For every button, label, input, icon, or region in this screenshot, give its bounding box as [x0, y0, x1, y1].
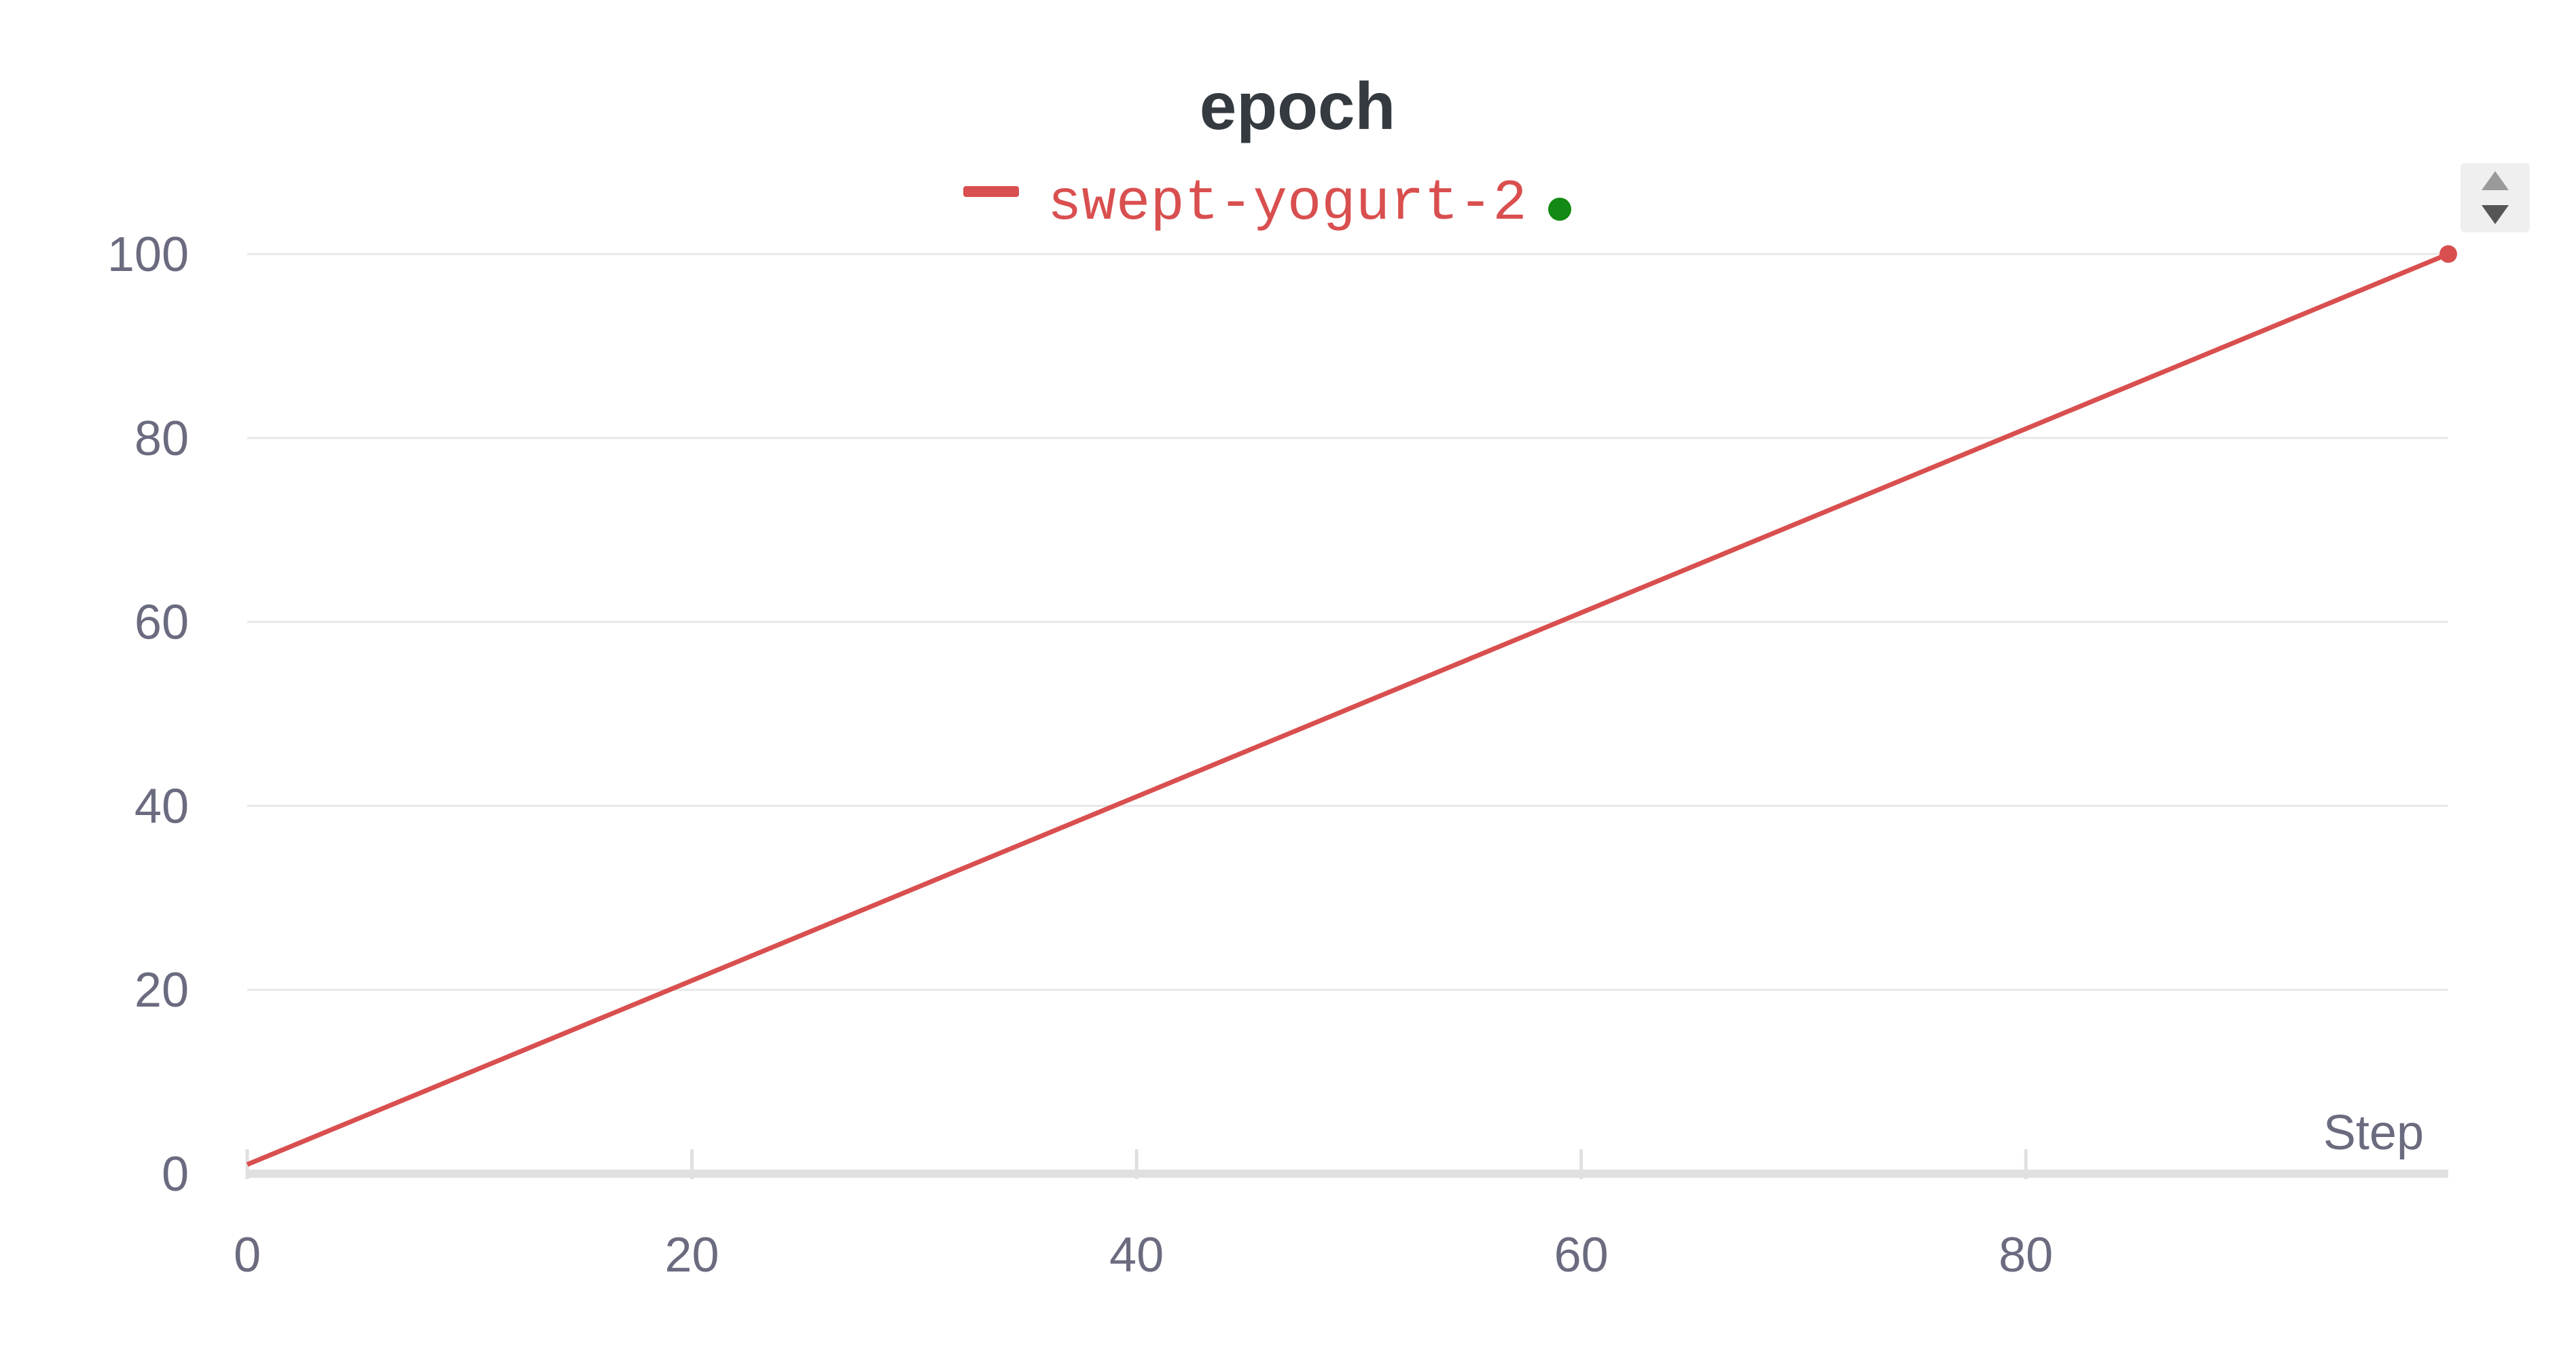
scroll-down-icon[interactable] [2482, 205, 2509, 224]
x-tick-label-20: 20 [664, 1228, 719, 1282]
y-axis: 0 20 40 60 80 100 [107, 228, 189, 1202]
chart-title: epoch [1200, 69, 1396, 143]
y-tick-label-40: 40 [135, 779, 189, 833]
legend-swatch [963, 186, 1019, 197]
x-tick-label-60: 60 [1554, 1228, 1609, 1282]
y-tick-label-20: 20 [135, 963, 189, 1017]
y-tick-label-100: 100 [107, 228, 189, 282]
x-axis-ticks: 0 20 40 60 80 [234, 1149, 2053, 1282]
series-layer [246, 245, 2457, 1167]
x-axis-label: Step [2323, 1106, 2424, 1160]
x-tick-label-80: 80 [1999, 1228, 2053, 1282]
x-tick-label-0: 0 [234, 1228, 261, 1282]
y-tick-label-80: 80 [135, 412, 189, 466]
legend[interactable]: swept-yogurt-2 [963, 172, 1571, 236]
legend-label-swept-yogurt-2: swept-yogurt-2 [1048, 172, 1527, 236]
series-line-swept-yogurt-2[interactable] [246, 251, 2450, 1167]
series-endpoint-swept-yogurt-2[interactable] [2439, 245, 2457, 263]
scroll-up-icon[interactable] [2482, 171, 2509, 190]
legend-scroll-control[interactable] [2461, 163, 2530, 232]
grid [247, 253, 2448, 991]
y-tick-label-60: 60 [135, 596, 189, 650]
x-tick-label-40: 40 [1109, 1228, 1164, 1282]
y-tick-label-0: 0 [162, 1147, 189, 1202]
legend-scroll-box [2461, 163, 2530, 232]
run-status-dot [1548, 198, 1571, 221]
